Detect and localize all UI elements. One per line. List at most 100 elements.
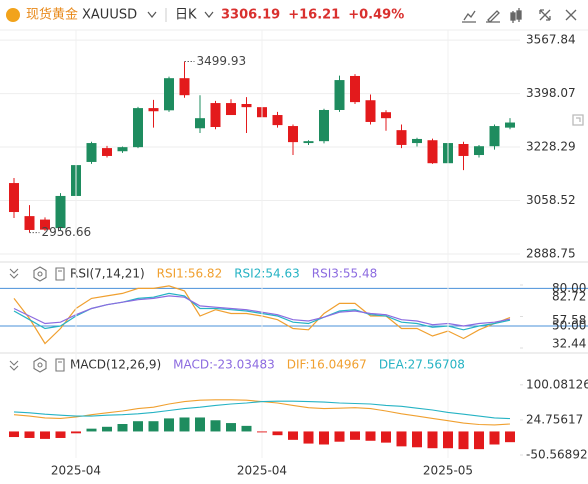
y-tick-label: 82.72 (552, 290, 586, 304)
macd-bar (412, 431, 422, 448)
candle-body (272, 115, 283, 126)
level-label: 50.00 (552, 318, 586, 332)
period-caret[interactable] (204, 11, 214, 18)
candle-body (474, 146, 484, 156)
collapse-button[interactable] (9, 268, 19, 279)
level-label: 80.00 (552, 281, 586, 295)
macd-bar (148, 421, 159, 432)
extreme-label: 2956.66 (42, 225, 92, 239)
x-tick-label: 2025-04 (51, 464, 101, 478)
eye-button[interactable] (55, 358, 65, 372)
candle-body (350, 75, 360, 103)
candle-body (179, 78, 190, 96)
candle-body (412, 138, 422, 144)
y-tick-label: 3228.29 (526, 140, 576, 154)
symbol-caret[interactable] (147, 11, 157, 18)
x-tick-label: 2025-04 (237, 464, 287, 478)
macd-bar (381, 431, 391, 443)
y-tick-label: 100.08126 (526, 377, 588, 391)
indicator-button[interactable] (462, 10, 476, 23)
symbol[interactable]: XAUUSD (82, 8, 137, 23)
candle-body (102, 148, 112, 156)
coin-icon (6, 8, 20, 22)
fullscreen-button[interactable] (539, 9, 551, 21)
candle-body (226, 103, 236, 116)
macd-bar (505, 431, 515, 443)
candle-body (148, 108, 159, 112)
instrument-name: 现货黄金 (26, 7, 78, 23)
legend-entry: RSI2:54.63 (234, 267, 300, 281)
legend-entry: MACD:-23.03483 (173, 358, 275, 372)
candle-body (86, 143, 97, 162)
macd-bar (195, 417, 205, 432)
settings-button[interactable] (33, 357, 47, 373)
macd-bar (334, 431, 345, 442)
macd-bar (350, 431, 360, 440)
macd-bar (55, 431, 66, 438)
macd-bar (319, 431, 329, 445)
candle-body (288, 126, 298, 143)
candle-body (164, 78, 174, 111)
candle-body (241, 104, 252, 108)
side-button[interactable] (572, 114, 584, 126)
macd-title: MACD(12,26,9) (70, 358, 161, 372)
settings-dot (37, 362, 43, 368)
candle-icon (516, 10, 522, 20)
macd-bar (241, 425, 252, 432)
period[interactable]: 日K (175, 8, 197, 23)
candle-body (458, 144, 469, 156)
candle-body (195, 118, 205, 129)
candle-body (427, 140, 438, 164)
y-tick-label: -50.56892 (526, 448, 588, 462)
macd-bar (458, 431, 469, 450)
x-tick-label: 2025-05 (423, 464, 473, 478)
candle-body (133, 108, 143, 148)
candle-body (9, 183, 19, 213)
candle-body (505, 122, 515, 128)
candle-body (303, 141, 314, 144)
candle-body (55, 195, 66, 229)
candle-body (489, 126, 500, 147)
candle-body (319, 109, 329, 142)
y-tick-label: 24.75617 (526, 412, 583, 426)
close-button[interactable] (565, 9, 577, 21)
legend-entry: DIF:16.04967 (287, 358, 367, 372)
last-price: 3306.19 (221, 8, 280, 23)
candle-body (40, 219, 50, 230)
y-tick-label: 3567.84 (526, 33, 576, 47)
macd-bar (179, 417, 190, 432)
candle-body (381, 112, 391, 119)
macd-bar (102, 426, 112, 432)
eye-button[interactable] (55, 267, 65, 281)
macd-line (13, 400, 511, 420)
price-change: +16.21 (288, 8, 340, 23)
macd-bar (303, 431, 314, 444)
settings-button[interactable] (33, 266, 47, 282)
legend-entry: RSI3:55.48 (312, 267, 378, 281)
candle-body (396, 130, 407, 145)
macd-bar (86, 428, 97, 432)
macd-bar (396, 431, 407, 447)
macd-bar (210, 420, 221, 432)
settings-dot (37, 271, 43, 277)
candle-body (210, 103, 221, 127)
macd-bar (40, 431, 50, 439)
toolbar (462, 8, 584, 126)
collapse-button[interactable] (9, 360, 19, 371)
macd-bar (288, 431, 298, 440)
y-tick-label: 2888.75 (526, 246, 576, 260)
legend-entry: RSI1:56.82 (157, 267, 223, 281)
macd-bar (71, 431, 81, 434)
draw-button[interactable] (486, 10, 500, 23)
macd-bar (164, 418, 174, 432)
macd-controls (9, 357, 65, 373)
macd-bar (133, 421, 143, 432)
y-tick-label: 3058.52 (526, 193, 576, 207)
y-tick-label: 57.58 (552, 313, 586, 327)
macd-bar (427, 431, 438, 449)
y-tick-label: 32.44 (552, 337, 586, 351)
candle-body (24, 216, 35, 230)
rsi-title: RSI(7,14,21) (70, 267, 145, 281)
candle-body (117, 147, 128, 152)
macd-bar (365, 431, 376, 441)
